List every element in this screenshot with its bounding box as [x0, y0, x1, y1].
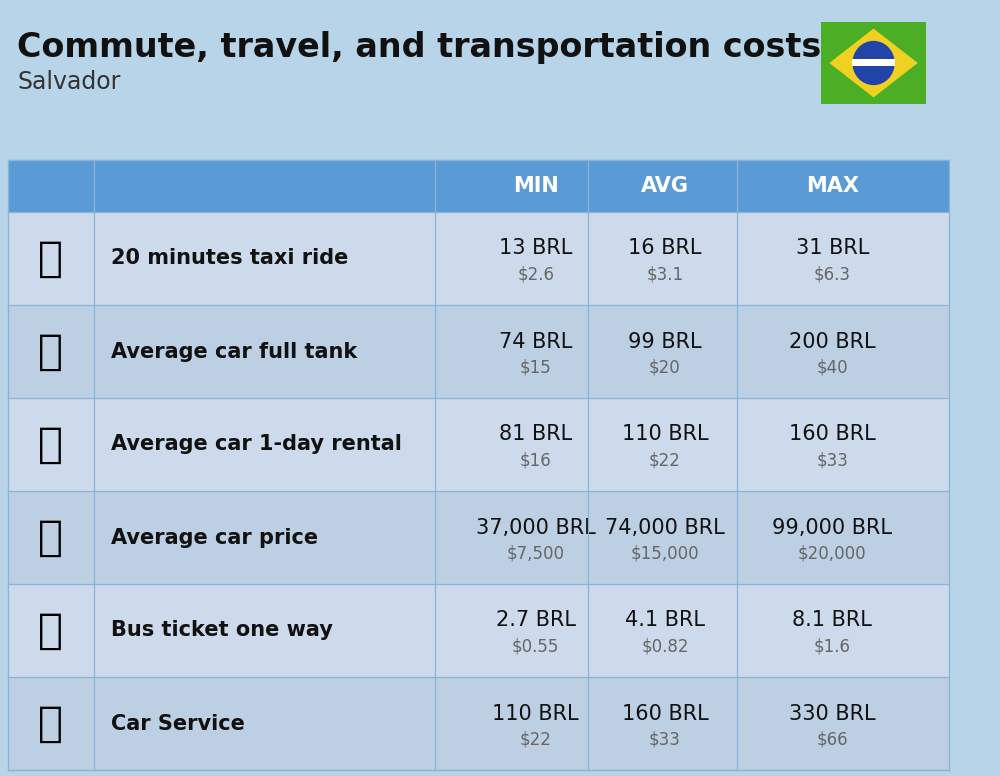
Text: Bus ticket one way: Bus ticket one way — [111, 621, 333, 640]
Text: Commute, travel, and transportation costs: Commute, travel, and transportation cost… — [17, 31, 821, 64]
Text: 110 BRL: 110 BRL — [622, 424, 708, 445]
Text: 🚕: 🚕 — [38, 237, 63, 279]
Text: $7,500: $7,500 — [507, 545, 565, 563]
Text: 31 BRL: 31 BRL — [796, 238, 869, 258]
FancyBboxPatch shape — [8, 584, 949, 677]
Text: $15,000: $15,000 — [631, 545, 699, 563]
FancyBboxPatch shape — [8, 305, 949, 398]
Text: 330 BRL: 330 BRL — [789, 704, 876, 723]
Text: 4.1 BRL: 4.1 BRL — [625, 611, 705, 630]
Text: ⛽: ⛽ — [38, 331, 63, 372]
Text: $33: $33 — [649, 730, 681, 749]
Text: AVG: AVG — [641, 176, 689, 196]
FancyBboxPatch shape — [8, 491, 949, 584]
FancyBboxPatch shape — [8, 677, 949, 770]
Text: $16: $16 — [520, 452, 552, 469]
Text: Car Service: Car Service — [111, 713, 245, 733]
Text: $66: $66 — [817, 730, 848, 749]
Text: 110 BRL: 110 BRL — [492, 704, 579, 723]
Text: $0.82: $0.82 — [641, 638, 689, 656]
FancyBboxPatch shape — [821, 22, 926, 104]
Text: $20: $20 — [649, 359, 681, 376]
Polygon shape — [829, 29, 918, 98]
Text: 81 BRL: 81 BRL — [499, 424, 572, 445]
Text: $0.55: $0.55 — [512, 638, 559, 656]
Text: 🚙: 🚙 — [38, 424, 63, 466]
Text: $40: $40 — [817, 359, 848, 376]
Text: 🔧: 🔧 — [38, 702, 63, 744]
Text: Salvador: Salvador — [17, 70, 121, 94]
Text: Average car 1-day rental: Average car 1-day rental — [111, 435, 402, 455]
Text: 16 BRL: 16 BRL — [628, 238, 702, 258]
Text: 37,000 BRL: 37,000 BRL — [476, 518, 596, 538]
Text: 🚗: 🚗 — [38, 517, 63, 559]
Text: 2.7 BRL: 2.7 BRL — [496, 611, 576, 630]
Text: $3.1: $3.1 — [646, 265, 684, 283]
FancyBboxPatch shape — [8, 160, 949, 212]
Text: $1.6: $1.6 — [814, 638, 851, 656]
Text: $6.3: $6.3 — [814, 265, 851, 283]
Text: $22: $22 — [649, 452, 681, 469]
Text: $33: $33 — [816, 452, 848, 469]
Circle shape — [852, 41, 895, 85]
Text: 13 BRL: 13 BRL — [499, 238, 572, 258]
Text: 74 BRL: 74 BRL — [499, 331, 572, 352]
Text: MAX: MAX — [806, 176, 859, 196]
FancyBboxPatch shape — [8, 398, 949, 491]
Text: $15: $15 — [520, 359, 552, 376]
Text: 160 BRL: 160 BRL — [789, 424, 876, 445]
Text: 8.1 BRL: 8.1 BRL — [792, 611, 872, 630]
Text: 99 BRL: 99 BRL — [628, 331, 702, 352]
Text: MIN: MIN — [513, 176, 559, 196]
Text: 200 BRL: 200 BRL — [789, 331, 876, 352]
Text: 🚌: 🚌 — [38, 609, 63, 652]
Text: 74,000 BRL: 74,000 BRL — [605, 518, 725, 538]
Text: Average car full tank: Average car full tank — [111, 341, 357, 362]
Text: Average car price: Average car price — [111, 528, 318, 548]
Text: $22: $22 — [520, 730, 552, 749]
FancyBboxPatch shape — [8, 212, 949, 305]
Text: $2.6: $2.6 — [517, 265, 554, 283]
Text: 99,000 BRL: 99,000 BRL — [772, 518, 892, 538]
Text: 20 minutes taxi ride: 20 minutes taxi ride — [111, 248, 348, 268]
Text: 160 BRL: 160 BRL — [622, 704, 708, 723]
Text: $20,000: $20,000 — [798, 545, 867, 563]
FancyBboxPatch shape — [852, 59, 895, 66]
